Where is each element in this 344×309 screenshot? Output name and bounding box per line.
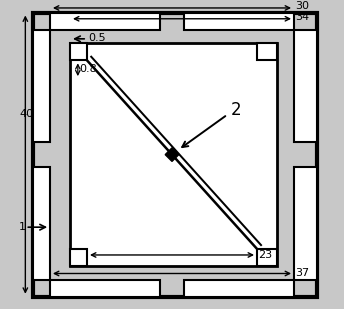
Bar <box>294 30 317 142</box>
Bar <box>257 44 277 61</box>
Bar <box>33 167 50 280</box>
Bar <box>294 167 317 280</box>
Text: 1: 1 <box>19 222 26 232</box>
Bar <box>33 30 50 142</box>
Bar <box>50 280 160 297</box>
Text: 37: 37 <box>295 269 310 278</box>
Text: 2: 2 <box>231 101 241 119</box>
Text: 34: 34 <box>295 12 310 22</box>
Text: 23: 23 <box>258 250 272 260</box>
Text: 30: 30 <box>295 2 310 11</box>
Bar <box>70 249 87 266</box>
Bar <box>257 249 277 266</box>
Text: 0.5: 0.5 <box>89 33 106 43</box>
Bar <box>70 44 87 61</box>
Text: 0.8: 0.8 <box>79 64 97 74</box>
Text: 40: 40 <box>19 109 33 120</box>
Bar <box>184 280 294 297</box>
Bar <box>50 13 160 30</box>
Bar <box>184 13 294 30</box>
Bar <box>70 44 277 266</box>
Polygon shape <box>165 148 179 161</box>
